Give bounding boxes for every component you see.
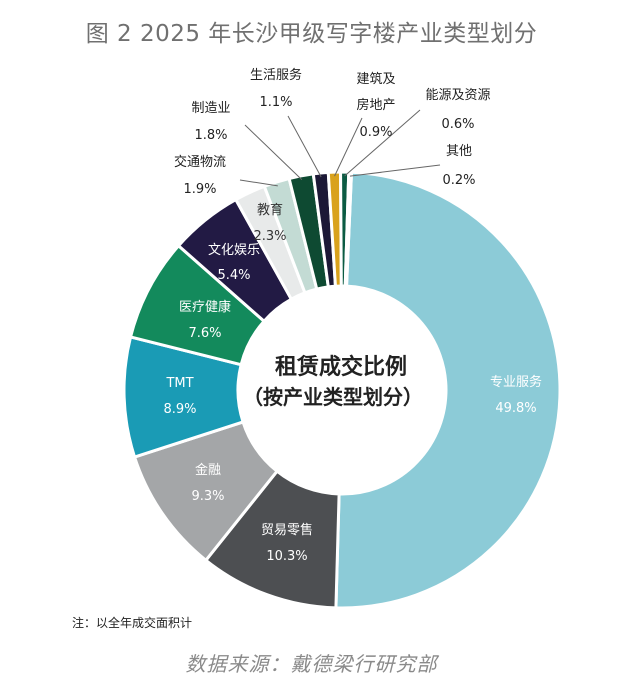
value-tmt: 8.9% [163,402,196,417]
value-finance: 9.3% [191,489,224,504]
label-finance: 金融 [195,462,221,478]
label-construction-realestate-line2: 房地产 [356,97,395,113]
slice-professional-services [334,170,562,610]
value-construction-realestate: 0.9% [359,125,392,140]
chart-title: 图 2 2025 年长沙甲级写字楼产业类型划分 [85,21,538,47]
label-culture-entertainment: 文化娱乐 [208,243,260,258]
value-other: 0.2% [442,173,475,188]
center-title: 租赁成交比例 [275,354,407,380]
label-healthcare: 医疗健康 [179,299,231,315]
label-other: 其他 [446,144,472,159]
label-manufacturing: 制造业 [191,101,230,116]
leader-line-other [349,164,441,177]
value-trade-retail: 10.3% [266,549,307,564]
value-education: 2.3% [253,229,286,244]
leader-line-transport-logistics [239,179,278,187]
leader-line-manufacturing [244,124,303,181]
label-energy-resources: 能源及资源 [425,88,490,103]
label-tmt: TMT [165,376,193,391]
leader-line-construction-realestate [334,117,363,177]
label-construction-realestate-line1: 建筑及 [356,71,395,87]
label-trade-retail: 贸易零售 [261,522,313,538]
label-education: 教育 [257,202,283,218]
label-transport-logistics: 交通物流 [174,154,226,170]
leader-line-energy-resources [344,109,421,177]
value-life-services: 1.1% [259,95,292,110]
label-life-services: 生活服务 [250,67,302,83]
center-subtitle: （按产业类型划分） [243,385,423,409]
chart-note: 注：以全年成交面积计 [72,616,193,630]
value-transport-logistics: 1.9% [183,182,216,197]
data-source: 数据来源：戴德梁行研究部 [185,652,438,676]
value-healthcare: 7.6% [188,326,221,341]
value-professional-services: 49.8% [495,401,536,416]
value-manufacturing: 1.8% [194,128,227,143]
leader-line-life-services [287,115,322,178]
value-energy-resources: 0.6% [441,117,474,132]
label-professional-services: 专业服务 [490,374,542,390]
value-culture-entertainment: 5.4% [217,268,250,283]
